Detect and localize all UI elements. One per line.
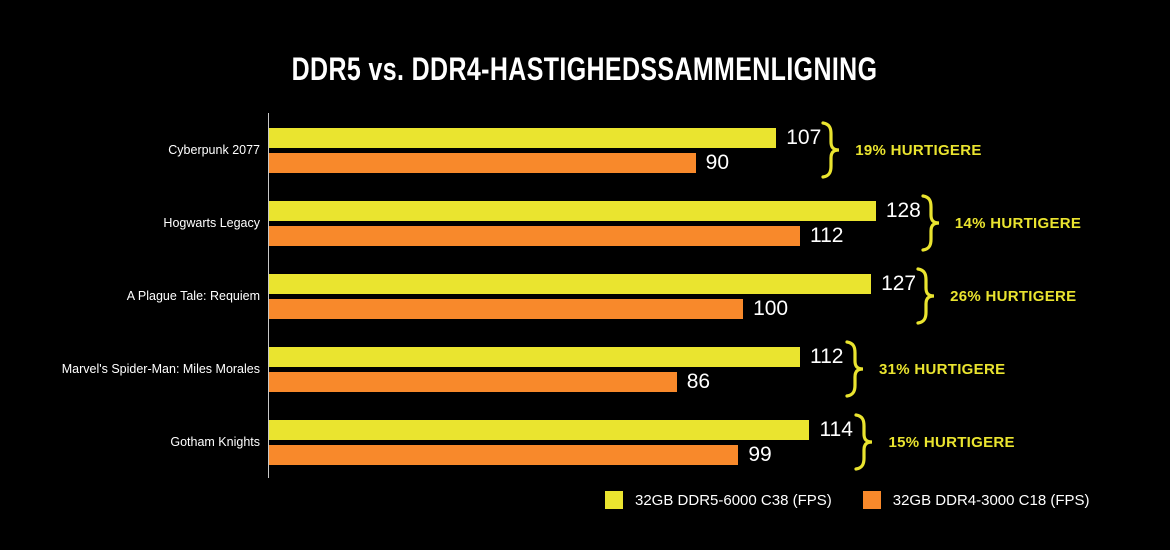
ddr5-value-label: 107	[786, 126, 822, 149]
brace-icon	[921, 194, 939, 252]
ddr5-value-label: 128	[885, 199, 921, 222]
category-label: Cyberpunk 2077	[168, 142, 260, 157]
speedup-annotation: 19% HURTIGERE	[820, 121, 981, 179]
category-label: A Plague Tale: Requiem	[126, 288, 260, 303]
ddr4-value-label: 99	[748, 443, 772, 466]
brace-icon	[854, 413, 873, 471]
ddr4-value-label: 86	[686, 370, 711, 393]
ddr4-bar-line: 86	[269, 370, 1129, 393]
brace-icon	[916, 267, 935, 325]
bar-group: Gotham Knights 114 99 15% HURTIGERE	[170, 405, 1168, 478]
ddr5-bar	[269, 128, 777, 148]
ddr4-bar	[269, 372, 677, 392]
ddr5-bar-line: 112	[269, 345, 1129, 368]
ddr4-bar-line: 112	[269, 224, 1129, 247]
legend-swatch-ddr5-icon	[605, 491, 623, 509]
speedup-annotation: 15% HURTIGERE	[853, 413, 1015, 471]
ddr5-bar-line: 107	[269, 126, 1129, 149]
bar-groups: Cyberpunk 2077 107 90 19% HURTIGERE Hogw…	[62, 113, 1168, 478]
bar-group: Cyberpunk 2077 107 90 19% HURTIGERE	[168, 113, 1168, 186]
legend-label-ddr4: 32GB DDR4-3000 C18 (FPS)	[892, 491, 1090, 509]
speedup-text: 31% HURTIGERE	[878, 360, 1006, 378]
chart-title: DDR5 vs. DDR4-HASTIGHEDSSAMMENLIGNING	[0, 52, 1170, 86]
category-label: Hogwarts Legacy	[163, 215, 260, 230]
speedup-annotation: 14% HURTIGERE	[920, 194, 1081, 252]
y-axis-line	[268, 113, 269, 478]
ddr4-value-label: 100	[753, 297, 789, 320]
speedup-annotation: 31% HURTIGERE	[844, 340, 1005, 398]
ddr4-bar	[269, 153, 696, 173]
category-label: Gotham Knights	[170, 434, 260, 449]
ddr5-bar	[269, 201, 876, 221]
ddr5-bar	[269, 420, 810, 440]
ddr5-bar	[269, 274, 872, 294]
ddr4-bar-line: 100	[269, 297, 1129, 320]
ddr4-bar	[269, 226, 800, 246]
bar-group: A Plague Tale: Requiem 127 100 26% HURTI…	[127, 259, 1168, 332]
brace-icon	[821, 121, 840, 179]
speedup-text: 19% HURTIGERE	[855, 141, 982, 159]
ddr5-value-label: 112	[809, 345, 844, 368]
ddr5-bar	[269, 347, 800, 367]
ddr4-bar-line: 90	[269, 151, 1129, 174]
ddr4-bar	[269, 445, 739, 465]
speedup-text: 14% HURTIGERE	[954, 214, 1082, 232]
chart-title-text: DDR5 vs. DDR4-HASTIGHEDSSAMMENLIGNING	[292, 51, 878, 87]
legend-item-ddr4: 32GB DDR4-3000 C18 (FPS)	[862, 491, 1090, 509]
bar-group: Hogwarts Legacy 128 112 14% HURTIGERE	[163, 186, 1168, 259]
ddr4-value-label: 112	[809, 224, 844, 247]
ddr4-bar-line: 99	[269, 443, 1129, 466]
speedup-annotation: 26% HURTIGERE	[915, 267, 1076, 325]
ddr5-bar-line: 128	[269, 199, 1129, 222]
legend: 32GB DDR5-6000 C38 (FPS) 32GB DDR4-3000 …	[605, 491, 1090, 509]
speedup-text: 26% HURTIGERE	[950, 287, 1077, 305]
ddr5-value-label: 114	[819, 418, 853, 441]
ddr4-bar	[269, 299, 744, 319]
ddr5-bar-line: 127	[269, 272, 1129, 295]
category-label: Marvel's Spider-Man: Miles Morales	[61, 361, 260, 376]
ddr4-value-label: 90	[705, 151, 730, 174]
legend-label-ddr5: 32GB DDR5-6000 C38 (FPS)	[635, 491, 832, 509]
bar-group: Marvel's Spider-Man: Miles Morales 112 8…	[62, 332, 1168, 405]
legend-swatch-ddr4-icon	[862, 491, 881, 509]
ddr5-bar-line: 114	[269, 418, 1129, 441]
legend-item-ddr5: 32GB DDR5-6000 C38 (FPS)	[605, 491, 832, 509]
speedup-text: 15% HURTIGERE	[888, 433, 1015, 451]
ddr5-value-label: 127	[881, 272, 917, 295]
brace-icon	[845, 340, 864, 398]
plot-area: Cyberpunk 2077 107 90 19% HURTIGERE Hogw…	[62, 113, 1168, 478]
